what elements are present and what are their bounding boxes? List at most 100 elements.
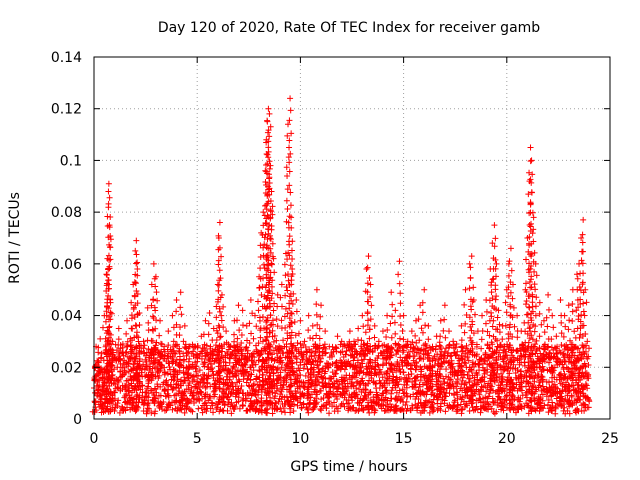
data-point-noise (231, 402, 238, 409)
data-point-cluster (149, 338, 156, 345)
data-point-noise (433, 393, 440, 400)
data-point-cluster (412, 332, 419, 339)
data-point (540, 317, 547, 324)
data-point-cluster (569, 317, 576, 324)
data-point-noise (572, 387, 579, 394)
data-point-cluster (371, 334, 378, 341)
data-point-noise (464, 386, 471, 393)
data-point-cluster (281, 261, 288, 268)
data-point-cluster (285, 154, 292, 161)
data-point-cluster (522, 280, 529, 287)
y-tick-label: 0.12 (51, 102, 82, 118)
data-point-noise (223, 373, 230, 380)
data-point-cluster (526, 325, 533, 332)
data-point (561, 312, 568, 319)
data-point-noise (426, 374, 433, 381)
data-point-noise (383, 360, 390, 367)
data-point-noise (566, 400, 573, 407)
data-point-cluster (541, 341, 548, 348)
data-point (351, 338, 358, 345)
data-point-cluster (477, 409, 484, 416)
data-point (289, 266, 296, 273)
data-point-noise (429, 401, 436, 408)
data-point (223, 328, 230, 335)
data-point (573, 271, 580, 278)
data-point (260, 209, 267, 216)
data-point-cluster (133, 251, 140, 258)
data-point-cluster (579, 248, 586, 255)
data-point (396, 258, 403, 265)
data-point-noise (137, 386, 144, 393)
data-point (536, 299, 543, 306)
data-point (479, 312, 486, 319)
data-point (105, 188, 112, 195)
data-point-noise (223, 387, 230, 394)
data-point-cluster (100, 387, 107, 394)
data-point-cluster (502, 322, 509, 329)
data-point (218, 291, 225, 298)
data-point-noise (128, 389, 135, 396)
data-point-cluster (286, 144, 293, 151)
data-point-noise (389, 377, 396, 384)
data-point-noise (222, 365, 229, 372)
data-point-cluster (567, 337, 574, 344)
data-point-cluster (91, 365, 98, 372)
data-point-cluster (436, 339, 443, 346)
data-point-noise (540, 366, 547, 373)
data-point-noise (497, 353, 504, 360)
data-point-cluster (528, 398, 535, 405)
data-point-cluster (103, 308, 110, 315)
data-point-cluster (240, 402, 247, 409)
data-point-cluster (389, 301, 396, 308)
data-point (150, 260, 157, 267)
data-point-noise (539, 397, 546, 404)
data-point-noise (185, 399, 192, 406)
data-point-noise (320, 344, 327, 351)
data-point (177, 289, 184, 296)
data-point-cluster (565, 326, 572, 333)
data-point-cluster (156, 332, 163, 339)
chart-title: Day 120 of 2020, Rate Of TEC Index for r… (158, 20, 540, 36)
data-point-cluster (105, 204, 112, 211)
data-point-cluster (102, 343, 109, 350)
data-point-noise (190, 353, 197, 360)
data-point-cluster (287, 150, 294, 157)
data-point-noise (570, 370, 577, 377)
data-point-noise (442, 345, 449, 352)
data-point-cluster (264, 317, 271, 324)
data-point (334, 333, 341, 340)
data-point-cluster (309, 335, 316, 342)
data-point-cluster (410, 353, 417, 360)
data-point-cluster (101, 378, 108, 385)
data-point-cluster (92, 377, 99, 384)
data-point-noise (450, 342, 457, 349)
grid-lines (94, 57, 610, 419)
data-point-noise (561, 404, 568, 411)
data-point-cluster (173, 308, 180, 315)
x-tick-labels: 0 5 10 15 20 25 (90, 431, 619, 447)
data-point-cluster (264, 117, 271, 124)
data-point-noise (331, 380, 338, 387)
data-point-noise (155, 349, 162, 356)
data-point-noise (144, 405, 151, 412)
data-point-cluster (284, 173, 291, 180)
data-point-cluster (250, 335, 257, 342)
data-point (216, 219, 223, 226)
data-point (266, 110, 273, 117)
data-point-noise (200, 375, 207, 382)
data-point-cluster (458, 337, 465, 344)
data-point-cluster (373, 385, 380, 392)
data-point-cluster (93, 372, 100, 379)
data-point-noise (183, 352, 190, 359)
data-point-cluster (397, 300, 404, 307)
data-point-noise (552, 404, 559, 411)
data-point-noise (184, 365, 191, 372)
data-point-noise (343, 387, 350, 394)
data-point-cluster (441, 379, 448, 386)
data-point-noise (109, 371, 116, 378)
data-point-cluster (418, 325, 425, 332)
data-point (165, 328, 172, 335)
data-point-cluster (580, 270, 587, 277)
data-point-noise (551, 381, 558, 388)
data-point-noise (537, 404, 544, 411)
